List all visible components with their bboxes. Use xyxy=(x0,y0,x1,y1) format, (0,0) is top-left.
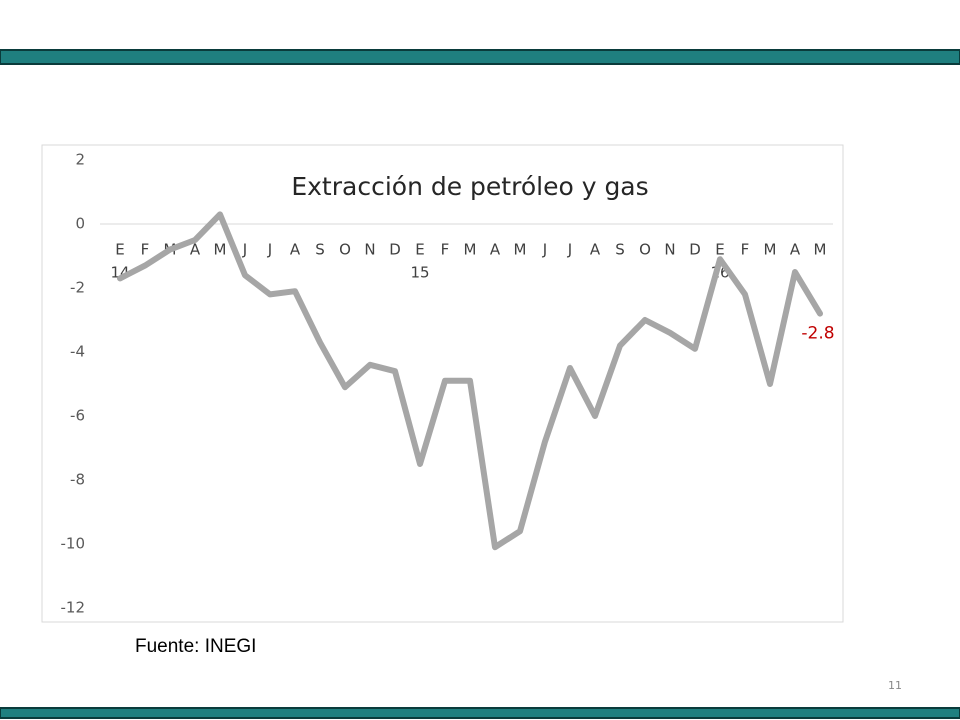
x-tick-label: F xyxy=(441,241,450,259)
x-year-label: 15 xyxy=(410,264,429,282)
x-tick-label: A xyxy=(590,241,601,259)
x-tick-label: O xyxy=(339,241,351,259)
x-tick-label: F xyxy=(141,241,150,259)
x-tick-label: S xyxy=(615,241,625,259)
x-tick-label: A xyxy=(190,241,201,259)
x-tick-label: D xyxy=(389,241,401,259)
x-tick-label: D xyxy=(689,241,701,259)
y-tick-label: -8 xyxy=(70,471,85,489)
value-label: -2.8 xyxy=(801,324,834,344)
data-line xyxy=(117,211,823,551)
x-tick-label: M xyxy=(764,241,777,259)
bottom-band xyxy=(0,707,960,719)
x-tick-label: J xyxy=(242,241,247,259)
source: Fuente: INEGI xyxy=(135,636,256,657)
x-tick-label: O xyxy=(639,241,651,259)
page-number: 11 xyxy=(888,679,902,692)
chart-title: Extracción de petróleo y gas xyxy=(291,172,648,201)
x-tick-label: A xyxy=(290,241,301,259)
x-tick-label: F xyxy=(741,241,750,259)
x-tick-label: J xyxy=(542,241,547,259)
y-tick-label: -6 xyxy=(70,407,85,425)
y-tick-label: 0 xyxy=(75,215,85,233)
x-tick-label: J xyxy=(267,241,272,259)
x-tick-label: A xyxy=(790,241,801,259)
x-tick-label: A xyxy=(490,241,501,259)
y-tick-label: -12 xyxy=(61,599,86,617)
y-tick-label: -4 xyxy=(70,343,85,361)
y-tick-label: -10 xyxy=(61,535,86,553)
x-tick-label: E xyxy=(415,241,424,259)
x-tick-label: M xyxy=(814,241,827,259)
x-tick-label: S xyxy=(315,241,325,259)
x-tick-label: E xyxy=(115,241,124,259)
x-tick-label: M xyxy=(514,241,527,259)
x-tick-label: M xyxy=(464,241,477,259)
x-tick-label: N xyxy=(364,241,375,259)
x-tick-label: E xyxy=(715,241,724,259)
x-tick-label: J xyxy=(567,241,572,259)
x-tick-label: N xyxy=(664,241,675,259)
x-tick-label: M xyxy=(214,241,227,259)
top-band xyxy=(0,49,960,65)
y-tick-label: 2 xyxy=(75,151,85,169)
y-tick-label: -2 xyxy=(70,279,85,297)
